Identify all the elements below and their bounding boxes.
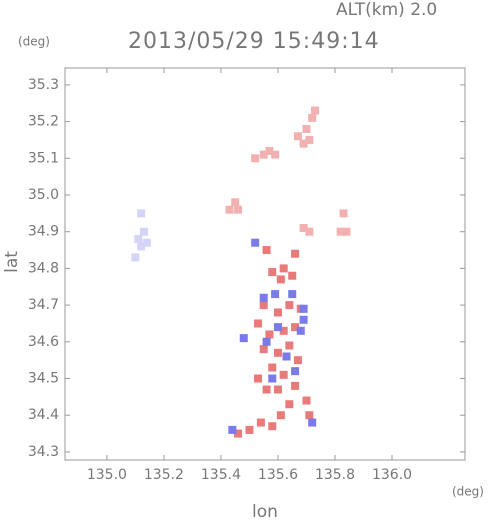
echo-point — [273, 385, 282, 394]
echo-point — [225, 205, 234, 214]
echo-point — [279, 264, 288, 273]
echo-point — [299, 139, 308, 148]
y-tick-label: 34.9 — [28, 224, 59, 240]
echo-point — [234, 429, 243, 438]
echo-point — [285, 341, 294, 350]
echo-point — [251, 154, 260, 163]
echo-point — [254, 319, 263, 328]
echo-point — [291, 381, 300, 390]
echo-point — [302, 124, 311, 133]
plot-frame — [64, 67, 466, 461]
echo-point — [299, 224, 308, 233]
echo-point — [262, 337, 271, 346]
echo-point — [293, 132, 302, 141]
echo-point — [336, 227, 345, 236]
echo-point — [139, 227, 148, 236]
echo-point — [259, 301, 268, 310]
echo-point — [228, 425, 237, 434]
echo-point — [288, 290, 297, 299]
echo-point — [262, 246, 271, 255]
echo-point — [239, 334, 248, 343]
echo-point — [131, 253, 140, 262]
y-axis-label: lat — [2, 251, 22, 273]
echo-point — [259, 293, 268, 302]
x-tick-label: 135.0 — [87, 467, 127, 483]
y-tick-label: 34.5 — [28, 371, 59, 387]
echo-point — [302, 396, 311, 405]
x-axis-label: lon — [252, 502, 278, 521]
echo-point — [311, 106, 320, 115]
y-tick-label: 34.4 — [28, 407, 59, 423]
y-tick-label: 35.1 — [28, 150, 59, 166]
echo-point — [265, 330, 274, 339]
echo-point — [282, 352, 291, 361]
x-unit: (deg) — [452, 485, 484, 499]
y-tick-label: 35.0 — [28, 187, 59, 203]
echo-point — [231, 198, 240, 207]
echo-point — [342, 227, 351, 236]
y-tick-label: 35.2 — [28, 114, 59, 130]
echo-point — [288, 271, 297, 280]
echo-point — [134, 235, 143, 244]
echo-point — [273, 323, 282, 332]
echo-point — [279, 326, 288, 335]
echo-point — [254, 374, 263, 383]
x-tick-label: 135.8 — [315, 467, 355, 483]
echo-point — [339, 209, 348, 218]
echo-point — [276, 411, 285, 420]
echo-point — [305, 411, 314, 420]
echo-point — [137, 209, 146, 218]
echo-point — [296, 326, 305, 335]
y-unit: (deg) — [18, 35, 50, 49]
echo-point — [142, 238, 151, 247]
echo-point — [308, 113, 317, 122]
echo-point — [273, 348, 282, 357]
echo-point — [251, 238, 260, 247]
echo-point — [259, 150, 268, 159]
echo-point — [268, 268, 277, 277]
echo-point — [265, 146, 274, 155]
echo-point — [308, 418, 317, 427]
echo-point — [291, 249, 300, 258]
echo-point — [234, 205, 243, 214]
x-tick-label: 135.2 — [144, 467, 184, 483]
echo-point — [299, 304, 308, 313]
echo-point — [271, 150, 280, 159]
echo-point — [285, 400, 294, 409]
echo-point — [291, 323, 300, 332]
x-tick-label: 136.0 — [372, 467, 412, 483]
echo-point — [276, 275, 285, 284]
echo-point — [268, 422, 277, 431]
x-tick-label: 135.6 — [258, 467, 298, 483]
echo-point — [299, 315, 308, 324]
echo-point — [262, 385, 271, 394]
echo-point — [256, 418, 265, 427]
echo-point — [305, 135, 314, 144]
echo-point — [268, 374, 277, 383]
y-tick-label: 34.3 — [28, 444, 59, 460]
x-tick-label: 135.4 — [201, 467, 241, 483]
y-tick-label: 34.8 — [28, 260, 59, 276]
echo-point — [305, 227, 314, 236]
altitude-label: ALT(km) 2.0 — [336, 0, 437, 20]
echo-point — [273, 308, 282, 317]
echo-point — [285, 301, 294, 310]
chart-title: 2013/05/29 15:49:14 — [128, 29, 380, 54]
y-tick-label: 35.3 — [28, 77, 59, 93]
echo-point — [279, 370, 288, 379]
echo-point — [268, 363, 277, 372]
echo-point — [259, 345, 268, 354]
echo-point — [245, 425, 254, 434]
echo-point — [291, 367, 300, 376]
echo-point — [137, 242, 146, 251]
echo-point — [271, 290, 280, 299]
y-tick-label: 34.6 — [28, 334, 59, 350]
echo-point — [293, 356, 302, 365]
y-tick-label: 34.7 — [28, 297, 59, 313]
